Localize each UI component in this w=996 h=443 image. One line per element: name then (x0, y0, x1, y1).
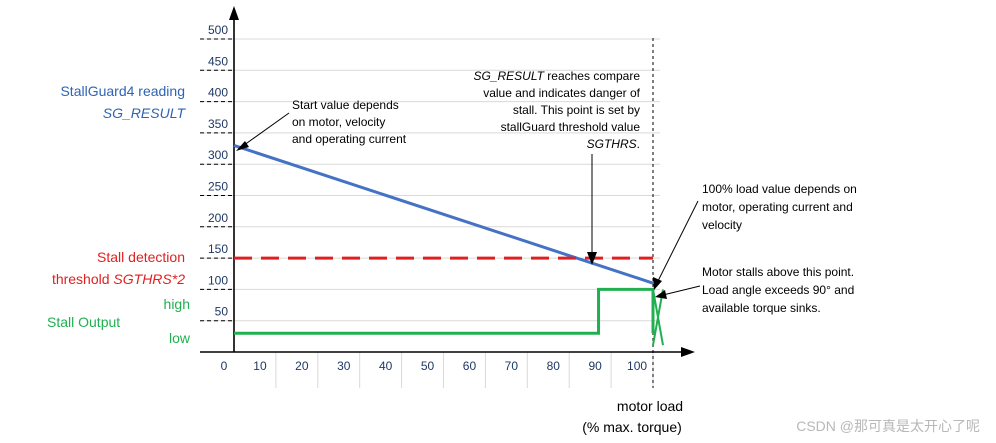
stall-output-label: Stall Output (47, 314, 120, 330)
stall-detection-label-line2: threshold SGTHRS*2 (52, 271, 185, 287)
x-tick-label: 100 (627, 359, 647, 373)
x-tick-label: 80 (547, 359, 561, 373)
series-line-2 (234, 287, 655, 335)
annotation-stalls-2: Load angle exceeds 90° and (702, 283, 854, 297)
output-low-label: low (169, 330, 191, 346)
sg-reading-label-line1: StallGuard4 reading (60, 83, 185, 99)
annotation-reaches-sgthrs: SGTHRS (587, 137, 637, 151)
x-axis-arrow (681, 347, 695, 357)
y-tick-label: 100 (208, 273, 228, 287)
annotation-start-arrow (239, 112, 290, 149)
x-tick-label: 20 (295, 359, 309, 373)
y-tick-label: 500 (208, 23, 228, 37)
annotation-stalls-1: Motor stalls above this point. (702, 265, 854, 279)
annotation-stalls-arrow (662, 285, 701, 296)
annotation-reaches-5: SGTHRS. (587, 137, 640, 151)
y-tick-label: 50 (215, 305, 229, 319)
annotation-reaches-2: value and indicates danger of (483, 86, 640, 100)
x-axis-title-line1: motor load (617, 398, 683, 414)
annotation-reaches-italic: SG_RESULT (473, 69, 545, 83)
sg-reading-label-line2: SG_RESULT (103, 105, 187, 121)
output-high-label: high (164, 296, 190, 312)
annotation-start-arrowhead (236, 141, 249, 151)
y-tick-label: 150 (208, 242, 228, 256)
annotation-full-load-3: velocity (702, 218, 742, 232)
y-tick-label: 450 (208, 54, 228, 68)
annotation-full-load-arrow (656, 200, 699, 284)
x-tick-label: 0 (221, 359, 228, 373)
annotation-full-load-2: motor, operating current and (702, 200, 853, 214)
annotation-full-load-arrowhead (653, 277, 662, 290)
y-tick-label: 200 (208, 211, 228, 225)
x-tick-label: 50 (421, 359, 435, 373)
annotation-start-value-2: on motor, velocity (292, 115, 385, 129)
y-tick-label: 400 (208, 86, 228, 100)
annotation-start-value-3: and operating current (292, 132, 407, 146)
stall-detection-label-line1: Stall detection (97, 249, 185, 265)
annotation-reaches-period: . (637, 137, 640, 151)
annotation-reaches-arrowhead (587, 252, 597, 265)
stall-cross-b (652, 289, 664, 346)
stall-detection-threshold-word: threshold (52, 271, 113, 287)
x-tick-label: 70 (505, 359, 519, 373)
annotation-full-load-1: 100% load value depends on (702, 182, 857, 196)
annotation-reaches-4: stallGuard threshold value (501, 120, 641, 134)
x-tick-labels: 0 10 20 30 40 50 60 70 80 90 100 (221, 359, 648, 373)
stall-detection-sgthrs: SGTHRS*2 (113, 271, 185, 287)
y-tick-label: 350 (208, 117, 228, 131)
annotation-stalls-arrowhead (655, 290, 667, 299)
x-axis-title-line2: (% max. torque) (582, 419, 682, 435)
x-tick-label: 10 (253, 359, 267, 373)
x-tick-label: 30 (337, 359, 351, 373)
watermark: CSDN @那可真是太开心了呢 (796, 418, 980, 434)
series-lines (233, 143, 664, 346)
y-axis-arrow (229, 6, 239, 20)
y-tick-label: 250 (208, 180, 228, 194)
axes (200, 6, 695, 357)
y-tick-labels: 50 100 150 200 250 300 350 400 450 500 (200, 23, 234, 322)
annotation-reaches-1: SG_RESULT reaches compare (473, 69, 640, 83)
annotation-reaches-3: stall. This point is set by (513, 103, 640, 117)
x-tick-label: 60 (463, 359, 477, 373)
x-tick-label: 40 (379, 359, 393, 373)
y-tick-label: 300 (208, 148, 228, 162)
x-tick-label: 90 (588, 359, 602, 373)
annotation-reaches-rest: reaches compare (544, 69, 640, 83)
series-line-0 (233, 143, 654, 285)
annotation-stalls-3: available torque sinks. (702, 301, 821, 315)
annotation-start-value-1: Start value depends (292, 98, 399, 112)
